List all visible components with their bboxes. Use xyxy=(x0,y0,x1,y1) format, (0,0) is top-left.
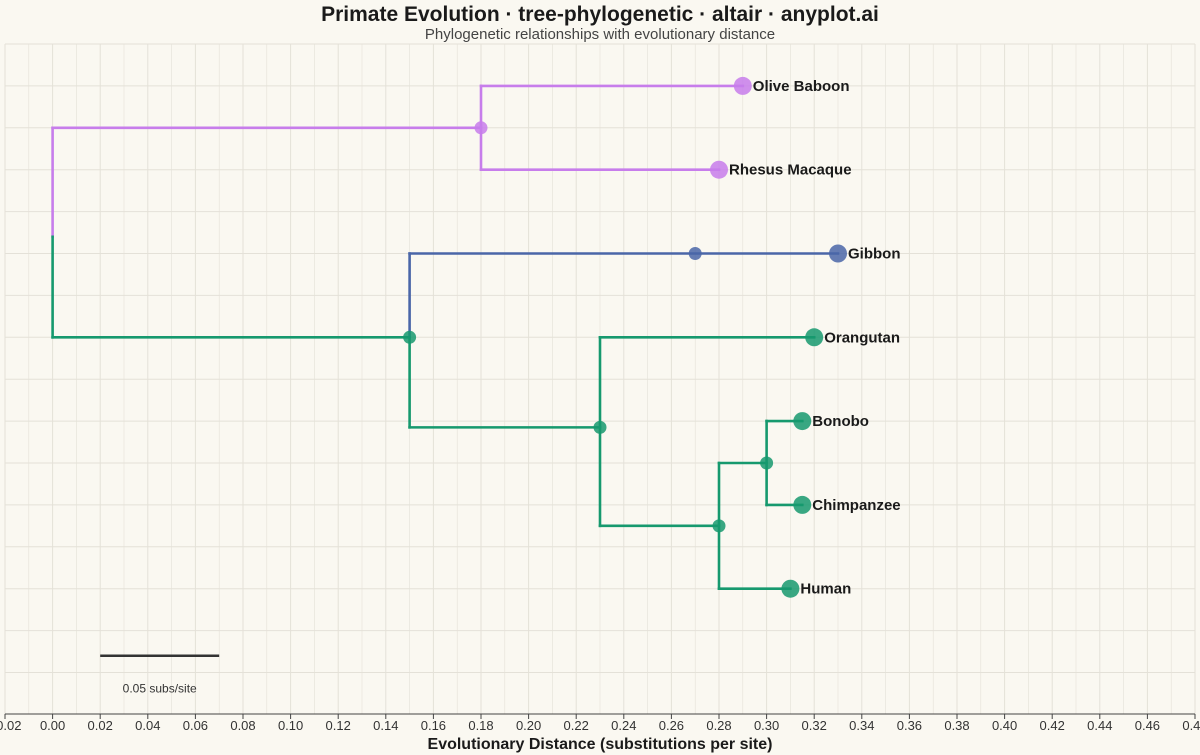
x-tick-label: 0.34 xyxy=(849,718,874,733)
chart-title: Primate Evolution · tree-phylogenetic · … xyxy=(321,3,879,26)
x-tick-label: 0.28 xyxy=(706,718,731,733)
internal-node xyxy=(593,420,607,434)
x-tick-label: 0.24 xyxy=(611,718,636,733)
internal-node xyxy=(760,456,774,470)
x-tick-label: −0.02 xyxy=(0,718,21,733)
leaf-node xyxy=(733,76,752,95)
x-tick-label: 0.06 xyxy=(183,718,208,733)
x-axis-title: Evolutionary Distance (substitutions per… xyxy=(428,736,773,753)
leaf-node xyxy=(793,495,812,514)
x-tick-label: 0.10 xyxy=(278,718,303,733)
leaf-label: Bonobo xyxy=(812,413,869,430)
leaf-node xyxy=(805,328,824,347)
leaf-label: Olive Baboon xyxy=(753,78,850,95)
x-tick-label: 0.14 xyxy=(373,718,398,733)
x-tick-label: 0.18 xyxy=(468,718,493,733)
x-tick-label: 0.48 xyxy=(1182,718,1200,733)
x-tick-label: 0.16 xyxy=(421,718,446,733)
leaf-labels: Olive Baboon Rhesus Macaque Gibbon Oranguta… xyxy=(729,78,901,598)
grid xyxy=(4,43,1196,714)
x-tick-label: 0.32 xyxy=(802,718,827,733)
x-tick-label: 0.20 xyxy=(516,718,541,733)
scale-bar-label: 0.05 subs/site xyxy=(123,682,197,696)
leaf-node xyxy=(829,244,847,263)
leaf-node xyxy=(710,160,728,179)
chart-subtitle: Phylogenetic relationships with evolutio… xyxy=(425,26,775,43)
x-tick-label: 0.26 xyxy=(659,718,684,733)
x-tick-label: 0.46 xyxy=(1135,718,1160,733)
x-axis: −0.02 0.00 0.02 0.04 0.06 0.08 0.10 0.12 0.14 0.1… xyxy=(0,713,1200,733)
leaf-label: Gibbon xyxy=(848,246,901,263)
leaf-node xyxy=(781,579,800,598)
x-tick-label: 0.36 xyxy=(897,718,922,733)
x-tick-label: 0.38 xyxy=(944,718,969,733)
internal-node xyxy=(403,330,417,344)
scale-bar: 0.05 subs/site xyxy=(100,654,220,696)
x-tick-label: 0.30 xyxy=(754,718,779,733)
leaf-label: Orangutan xyxy=(824,329,900,346)
internal-node xyxy=(712,519,726,533)
internal-node xyxy=(688,247,702,260)
x-tick-label: 0.04 xyxy=(135,718,160,733)
x-tick-label: 0.12 xyxy=(326,718,351,733)
leaf-label: Chimpanzee xyxy=(812,497,900,514)
x-tick-label: 0.22 xyxy=(564,718,589,733)
x-tick-label: 0.40 xyxy=(992,718,1017,733)
tree-nodes xyxy=(403,76,847,598)
x-tick-label: 0.02 xyxy=(88,718,113,733)
leaf-label: Rhesus Macaque xyxy=(729,162,852,179)
tree-branches xyxy=(51,84,840,591)
x-tick-label: 0.08 xyxy=(230,718,255,733)
leaf-label: Human xyxy=(800,581,851,598)
x-tick-label: 0.42 xyxy=(1040,718,1065,733)
internal-node xyxy=(474,121,488,135)
x-tick-label: 0.44 xyxy=(1087,718,1112,733)
x-tick-label: 0.00 xyxy=(40,718,65,733)
leaf-node xyxy=(793,412,812,431)
